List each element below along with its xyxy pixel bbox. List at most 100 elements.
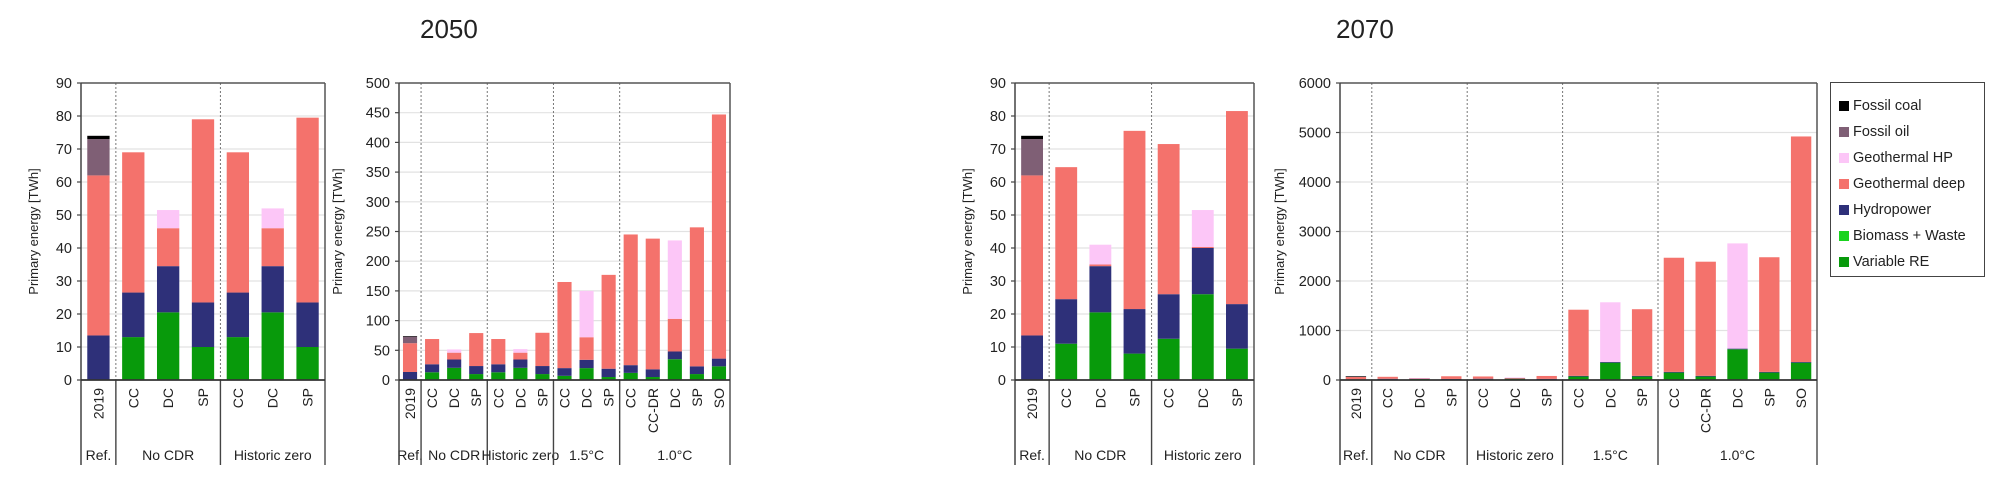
y-tick-label: 500 xyxy=(366,76,390,92)
y-tick-label: 250 xyxy=(366,225,390,241)
bar-segment-hydro xyxy=(535,366,550,375)
category-label: CC xyxy=(557,388,573,408)
bar-segment-hydro xyxy=(1600,361,1621,363)
y-tick-label: 40 xyxy=(990,241,1006,257)
bar-segment-hydro xyxy=(689,366,704,375)
category-label: CC xyxy=(1058,388,1074,408)
category-label: 2019 xyxy=(1348,388,1364,419)
category-label: SP xyxy=(1761,388,1777,407)
category-label: DC xyxy=(1507,388,1523,408)
bar-segment-hydro xyxy=(1123,309,1146,354)
bar-segment-oil xyxy=(1021,139,1043,176)
bar-segment-vre xyxy=(491,372,506,380)
bar-segment-deep xyxy=(469,333,484,367)
category-label: CC xyxy=(1571,388,1587,408)
category-label: SP xyxy=(1229,388,1245,407)
y-tick-label: 350 xyxy=(366,165,390,181)
y-tick-label: 20 xyxy=(56,307,72,323)
bar-segment-hydro xyxy=(1631,375,1653,377)
bar-segment-hydro xyxy=(1727,348,1748,350)
bar-segment-deep xyxy=(579,337,594,360)
bar-segment-deep xyxy=(296,117,319,303)
category-label: SP xyxy=(468,388,484,407)
category-label: DC xyxy=(1092,388,1108,408)
group-label: No CDR xyxy=(1074,447,1126,463)
category-label: SP xyxy=(1127,388,1143,407)
bar-segment-deep xyxy=(513,352,528,360)
bar-segment-vre xyxy=(1089,312,1112,380)
legend-swatch-icon xyxy=(1839,153,1849,163)
bar-segment-deep xyxy=(535,332,550,367)
y-tick-label: 90 xyxy=(56,76,72,92)
category-label: DC xyxy=(579,388,595,408)
category-label: CC xyxy=(623,388,639,408)
group-label: No CDR xyxy=(142,447,194,463)
legend-label: Fossil coal xyxy=(1853,98,1922,114)
bar-segment-vre xyxy=(1600,362,1621,380)
bar-segment-hydro xyxy=(1021,335,1043,380)
category-label: DC xyxy=(667,388,683,408)
group-label: 1.0°C xyxy=(657,447,692,463)
bar-segment-deep xyxy=(1191,247,1214,248)
bar-segment-hp xyxy=(1191,210,1214,248)
bar-segment-vre xyxy=(156,312,180,380)
y-tick-label: 6000 xyxy=(1299,76,1331,92)
bar-segment-hydro xyxy=(491,364,506,373)
bar-segment-hp xyxy=(1089,244,1112,265)
category-label: SP xyxy=(689,388,705,407)
bar-segment-vre xyxy=(261,312,284,380)
bar-segment-hp xyxy=(1727,243,1748,349)
y-tick-label: 3000 xyxy=(1299,225,1331,241)
title-2050: 2050 xyxy=(420,14,478,44)
y-tick-label: 450 xyxy=(366,106,390,122)
bar-segment-hydro xyxy=(447,359,462,368)
bar-segment-hydro xyxy=(226,292,250,338)
bar-segment-vre xyxy=(1631,376,1653,380)
category-label: DC xyxy=(1602,388,1618,408)
y-tick-label: 10 xyxy=(56,340,72,356)
bar-segment-vre xyxy=(425,372,440,380)
group-label: Ref. xyxy=(1019,447,1045,463)
bar-segment-deep xyxy=(191,119,215,303)
y-tick-label: 0 xyxy=(1323,373,1331,389)
category-label: DC xyxy=(160,388,176,408)
y-tick-label: 200 xyxy=(366,254,390,270)
bar-segment-hydro xyxy=(623,365,638,373)
bar-segment-deep xyxy=(1157,144,1180,295)
bar-segment-deep xyxy=(1536,375,1557,379)
bar-segment-deep xyxy=(689,227,704,367)
bar-segment-hp xyxy=(156,210,180,229)
y-tick-label: 50 xyxy=(990,208,1006,224)
bar-segment-vre xyxy=(623,372,638,380)
bar-segment-vre xyxy=(601,377,616,380)
category-label: CC xyxy=(1161,388,1177,408)
bar-segment-hp xyxy=(513,349,528,353)
bar-segment-oil xyxy=(402,336,418,344)
legend-swatch-icon xyxy=(1839,257,1849,267)
bar-segment-hydro xyxy=(711,358,727,367)
legend-item-geothermal-hp: Geothermal HP xyxy=(1839,145,1984,171)
bar-segment-deep xyxy=(491,339,506,365)
y-axis-label: Primary energy [TWh] xyxy=(1272,168,1287,294)
category-label: CC xyxy=(230,388,246,408)
bar-segment-vre xyxy=(1790,362,1812,380)
category-label: CC xyxy=(424,388,440,408)
bar-segment-hydro xyxy=(122,292,145,338)
y-tick-label: 0 xyxy=(382,373,390,389)
bar-segment-hydro xyxy=(191,302,215,347)
group-label: Historic zero xyxy=(234,447,312,463)
bar-segment-deep xyxy=(1055,167,1078,300)
legend-item-hydropower: Hydropower xyxy=(1839,197,1984,223)
bar-segment-hydro xyxy=(1790,361,1812,363)
bar-segment-vre xyxy=(535,374,550,380)
category-label: SP xyxy=(1634,388,1650,407)
category-label: DC xyxy=(1195,388,1211,408)
bar-segment-deep xyxy=(1089,264,1112,267)
bar-segment-vre xyxy=(469,374,484,380)
legend-swatch-icon xyxy=(1839,127,1849,137)
y-tick-label: 40 xyxy=(56,241,72,257)
bar-segment-deep xyxy=(122,152,145,293)
legend-swatch-icon xyxy=(1839,205,1849,215)
group-label: No CDR xyxy=(428,447,480,463)
legend: Fossil coal Fossil oil Geothermal HP Geo… xyxy=(1830,82,1985,277)
